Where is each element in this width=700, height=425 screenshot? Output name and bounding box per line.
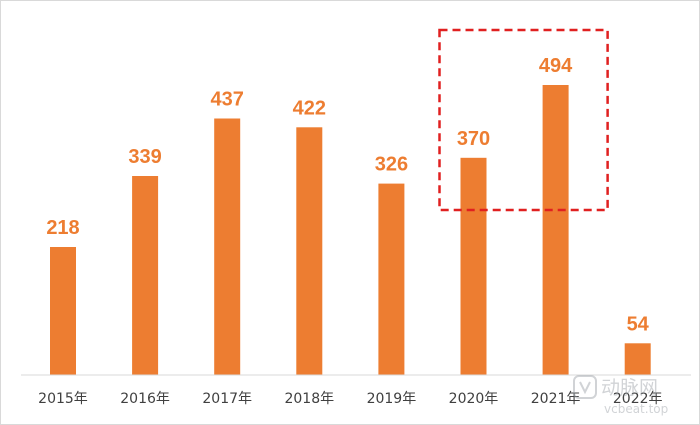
bar-2019 (378, 183, 405, 375)
data-label-2015: 218 (46, 217, 79, 239)
watermark-site: vcbeat.top (604, 402, 668, 416)
x-tick-2016: 2016年 (120, 391, 170, 407)
data-label-2016: 339 (128, 146, 161, 168)
bar-2018 (296, 127, 323, 375)
bar-2022 (624, 343, 651, 375)
bar-2021 (542, 85, 569, 375)
data-label-2021: 494 (539, 55, 573, 77)
x-tick-2021: 2021年 (531, 391, 581, 407)
bar-2017 (214, 118, 241, 375)
bar-2015 (50, 247, 76, 375)
x-tick-2015: 2015年 (38, 391, 88, 407)
data-label-2019: 326 (375, 154, 408, 176)
data-label-2020: 370 (457, 128, 490, 150)
highlight-box (438, 28, 609, 212)
x-tick-2018: 2018年 (284, 391, 334, 407)
bar-2016 (132, 176, 159, 375)
watermark-brand: 动脉网 (601, 377, 658, 399)
data-label-2022: 54 (627, 313, 650, 335)
watermark: 动脉网 vcbeat.top (573, 375, 668, 416)
x-tick-2019: 2019年 (367, 391, 417, 407)
data-label-2018: 422 (293, 97, 326, 119)
bar-2020 (460, 157, 487, 375)
watermark-logo-icon (573, 375, 597, 399)
x-tick-2022: 2022年 (613, 391, 663, 407)
data-label-2017: 437 (211, 89, 244, 111)
x-tick-2017: 2017年 (202, 391, 252, 407)
x-tick-2020: 2020年 (449, 391, 499, 407)
